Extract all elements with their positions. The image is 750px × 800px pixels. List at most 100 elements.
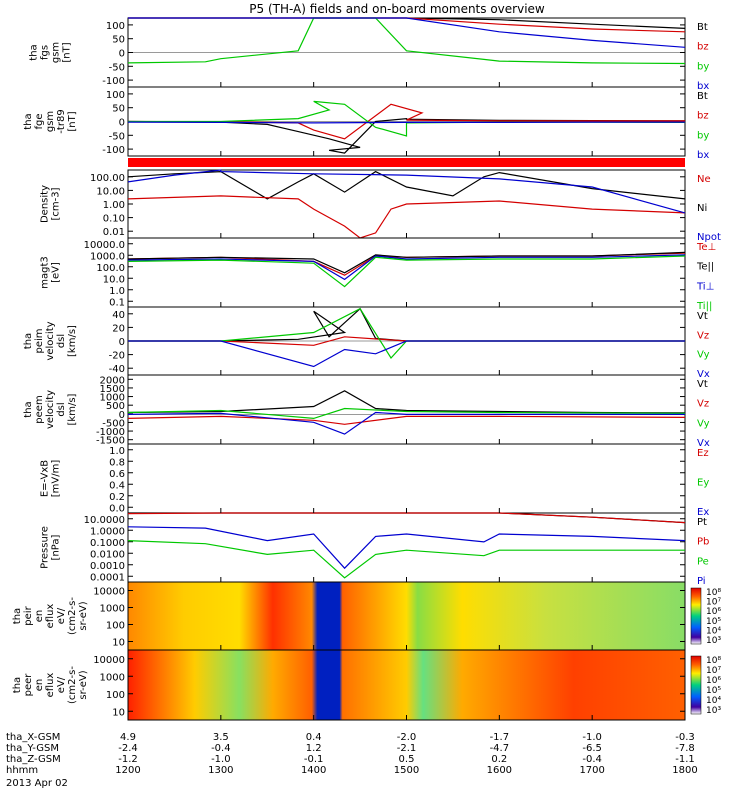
y-axis-label: fgs: [40, 45, 51, 60]
legend-ti||: Ti||: [696, 301, 712, 312]
legend-ex: Ex: [697, 507, 709, 518]
series-line-te||: [127, 251, 686, 274]
y-tick-label: -100: [102, 145, 125, 156]
y-axis-label: tha: [29, 44, 40, 60]
y-tick-label: 0.0010: [90, 561, 125, 572]
y-tick-label: 100.00: [90, 173, 125, 184]
y-tick-label: 0: [119, 410, 125, 421]
x-tick-label: 0.5: [399, 754, 415, 765]
legend-by: by: [697, 130, 709, 141]
x-tick-label: -7.8: [675, 743, 695, 754]
y-tick-label: 10000: [93, 655, 125, 666]
y-axis-label: peer: [23, 673, 34, 697]
legend-vz: Vz: [697, 330, 709, 341]
data-coverage-bar: [128, 158, 685, 167]
y-axis-label: eflux: [45, 604, 56, 629]
x-tick-label: 1.2: [306, 743, 322, 754]
panel-frame: [127, 237, 686, 308]
legend-bx: bx: [697, 81, 709, 92]
x-tick-label: 0.4: [306, 732, 322, 743]
y-axis-label: eV/: [56, 607, 67, 624]
series-line-ni: [127, 170, 686, 200]
legend-ey: Ey: [697, 478, 709, 489]
panel-frame: [127, 443, 686, 514]
y-axis-label: tha: [23, 401, 34, 417]
y-tick-label: -50: [109, 62, 125, 73]
y-tick-label: 0: [119, 118, 125, 129]
y-tick-label: 10: [112, 638, 125, 649]
y-axis-label: [cm-3]: [51, 187, 62, 220]
series-line-bx: [128, 17, 686, 48]
y-tick-label: 0.0100: [90, 549, 125, 560]
y-tick-label: 50: [112, 104, 125, 115]
y-tick-label: 0.8: [109, 457, 125, 468]
legend-pt: Pt: [697, 517, 707, 528]
y-axis-label: peir: [23, 605, 34, 625]
panel-2: 100 50 0 -50 -100 tha fge gsm -tr89 [nT] Bt bz by bx: [23, 86, 709, 161]
series-line-vt: [128, 307, 685, 342]
legend-pe: Pe: [697, 556, 709, 567]
x-tick-label: -0.1: [304, 754, 324, 765]
y-tick-label: 1000.0: [90, 251, 125, 262]
x-tick-label: -0.4: [582, 754, 602, 765]
series-line-vy: [127, 407, 686, 420]
legend-by: by: [697, 61, 709, 72]
y-tick-label: 0.1000: [90, 538, 125, 549]
x-tick-label: -2.0: [397, 732, 417, 743]
legend-bt: Bt: [697, 91, 708, 102]
legend-bz: bz: [697, 111, 709, 122]
y-tick-label: 0.10: [103, 214, 125, 225]
panel-5: 40 20 0 -20 -40 tha peim velocity dsl [km/s] Vt Vz V…: [23, 306, 710, 380]
series-line-ne: [127, 195, 686, 239]
x-tick-label: -1.0: [582, 732, 602, 743]
series-line-ti||: [127, 255, 686, 288]
x-tick-label: 1500: [394, 765, 419, 776]
panel-frame: [127, 512, 686, 583]
x-tick-label: -1.7: [490, 732, 510, 743]
legend-vy: Vy: [697, 418, 710, 429]
y-tick-label: 100: [106, 621, 125, 632]
x-tick-label: -4.7: [490, 743, 510, 754]
y-tick-label: 100: [106, 21, 125, 32]
y-tick-label: 1000: [100, 672, 125, 683]
y-axis-label: Pressure: [40, 526, 51, 569]
y-tick-label: 10.00: [96, 186, 125, 197]
colorbar-tick-label: 10³: [706, 706, 721, 716]
y-axis-label: dsl: [56, 402, 67, 416]
y-axis-label: en: [34, 679, 45, 692]
legend-bt: Bt: [697, 22, 708, 33]
y-tick-label: -50: [109, 131, 125, 142]
legend-vy: Vy: [697, 350, 710, 361]
y-tick-label: 1.00: [103, 200, 125, 211]
y-tick-label: 0.01: [103, 227, 125, 238]
series-line-bt: [127, 117, 686, 154]
y-tick-label: 1000: [100, 604, 125, 615]
y-axis-label: en: [34, 610, 45, 623]
colorbar: [690, 587, 702, 645]
x-tick-label: -2.4: [118, 743, 138, 754]
colorbar-tick-label: 10⁷: [706, 598, 721, 608]
panel-1: 100 50 0 -50 -100 tha fgs gsm [nT] Bt bz by bx: [29, 17, 709, 92]
y-tick-label: 1.0: [109, 286, 125, 297]
colorbar-tick-label: 10⁶: [706, 676, 721, 686]
y-axis-label: -tr89: [56, 109, 67, 133]
colorbar-tick-label: 10⁷: [706, 666, 721, 676]
y-tick-label: 0.2: [109, 492, 125, 503]
x-tick-label: 1600: [487, 765, 512, 776]
y-axis-label: sr-eV): [78, 601, 89, 630]
y-tick-label: 0: [119, 49, 125, 60]
colorbar-tick-label: 10⁸: [706, 588, 721, 598]
y-tick-label: 100: [106, 90, 125, 101]
series-line-vt: [127, 390, 686, 414]
y-axis-label: eflux: [45, 673, 56, 698]
colorbar-tick-label: 10⁵: [706, 617, 721, 627]
y-tick-label: 10.0: [103, 274, 125, 285]
y-axis-label: [nPa]: [51, 534, 62, 560]
y-axis-label: peim: [34, 328, 45, 353]
y-axis-label: tha: [12, 608, 23, 624]
figure-title: P5 (TH-A) fields and on-board moments ov…: [249, 2, 545, 16]
y-tick-label: 0: [119, 337, 125, 348]
y-tick-label: -1000: [96, 427, 125, 438]
